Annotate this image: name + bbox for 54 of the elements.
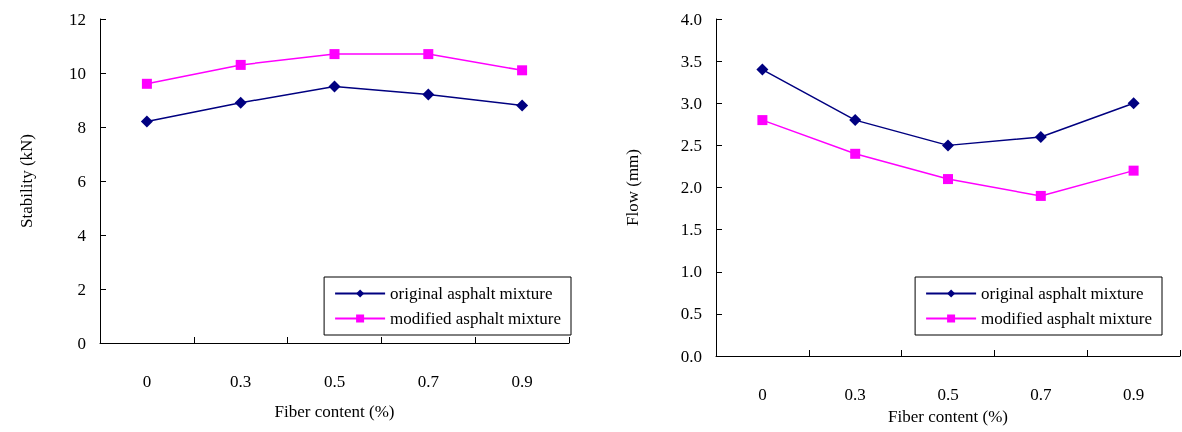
x-tick-label: 0.7 xyxy=(417,372,440,391)
point xyxy=(1034,130,1047,143)
x-tick-label: 0.9 xyxy=(1122,385,1145,404)
x-tick-label: 0.3 xyxy=(230,372,252,391)
point xyxy=(234,96,247,109)
x-tick-label: 0.7 xyxy=(1030,385,1052,404)
y-tick-label: 8 xyxy=(77,117,86,137)
x-axis-title: Fiber content (%) xyxy=(274,402,395,421)
y-tick-label: 12 xyxy=(69,9,86,29)
x-tick-label: 0.5 xyxy=(323,372,346,391)
point xyxy=(1128,165,1139,176)
point xyxy=(517,65,528,76)
point xyxy=(235,59,246,70)
y-tick-label: 3.0 xyxy=(680,93,702,113)
y-tick-label: 0.0 xyxy=(680,346,702,366)
point xyxy=(140,115,153,128)
y-tick-label: 0 xyxy=(77,333,86,353)
y-tick-label: 10 xyxy=(69,63,86,83)
x-tick-label: 0 xyxy=(758,385,767,404)
legend-label: original asphalt mixture xyxy=(390,284,553,303)
y-tick-label: 3.5 xyxy=(680,51,702,71)
point xyxy=(942,139,954,152)
y-axis-title: Stability (kN) xyxy=(17,134,36,228)
point xyxy=(329,49,340,60)
x-tick-label: 0 xyxy=(142,372,152,391)
point xyxy=(1035,190,1046,201)
y-tick-label: 0.5 xyxy=(680,304,702,324)
point xyxy=(849,114,862,127)
legend-label: original asphalt mixture xyxy=(981,284,1144,303)
x-axis-title: Fiber content (%) xyxy=(888,406,1008,426)
y-tick-label: 4.0 xyxy=(680,9,702,29)
legend-label: modified asphalt mixture xyxy=(981,309,1152,328)
point xyxy=(943,174,953,185)
x-tick-label: 0.5 xyxy=(937,385,959,404)
x-tick-label: 0.3 xyxy=(844,385,866,404)
y-tick-label: 6 xyxy=(77,171,86,191)
point xyxy=(423,49,434,60)
point xyxy=(328,80,341,93)
point xyxy=(1127,97,1140,110)
y-tick-label: 2.0 xyxy=(680,178,702,197)
y-tick-label: 2.5 xyxy=(680,135,702,155)
point xyxy=(422,88,435,101)
x-tick-label: 0.9 xyxy=(511,372,533,391)
point xyxy=(141,78,152,89)
point xyxy=(757,115,768,126)
point xyxy=(756,63,769,76)
y-axis-title: Flow (mm) xyxy=(623,149,642,226)
point xyxy=(516,99,529,112)
y-tick-label: 1.0 xyxy=(680,262,702,282)
y-tick-label: 2 xyxy=(77,279,86,299)
y-tick-label: 1.5 xyxy=(680,220,702,240)
legend-label: modified asphalt mixture xyxy=(390,309,561,328)
y-tick-label: 4 xyxy=(77,225,87,245)
point xyxy=(850,148,861,159)
